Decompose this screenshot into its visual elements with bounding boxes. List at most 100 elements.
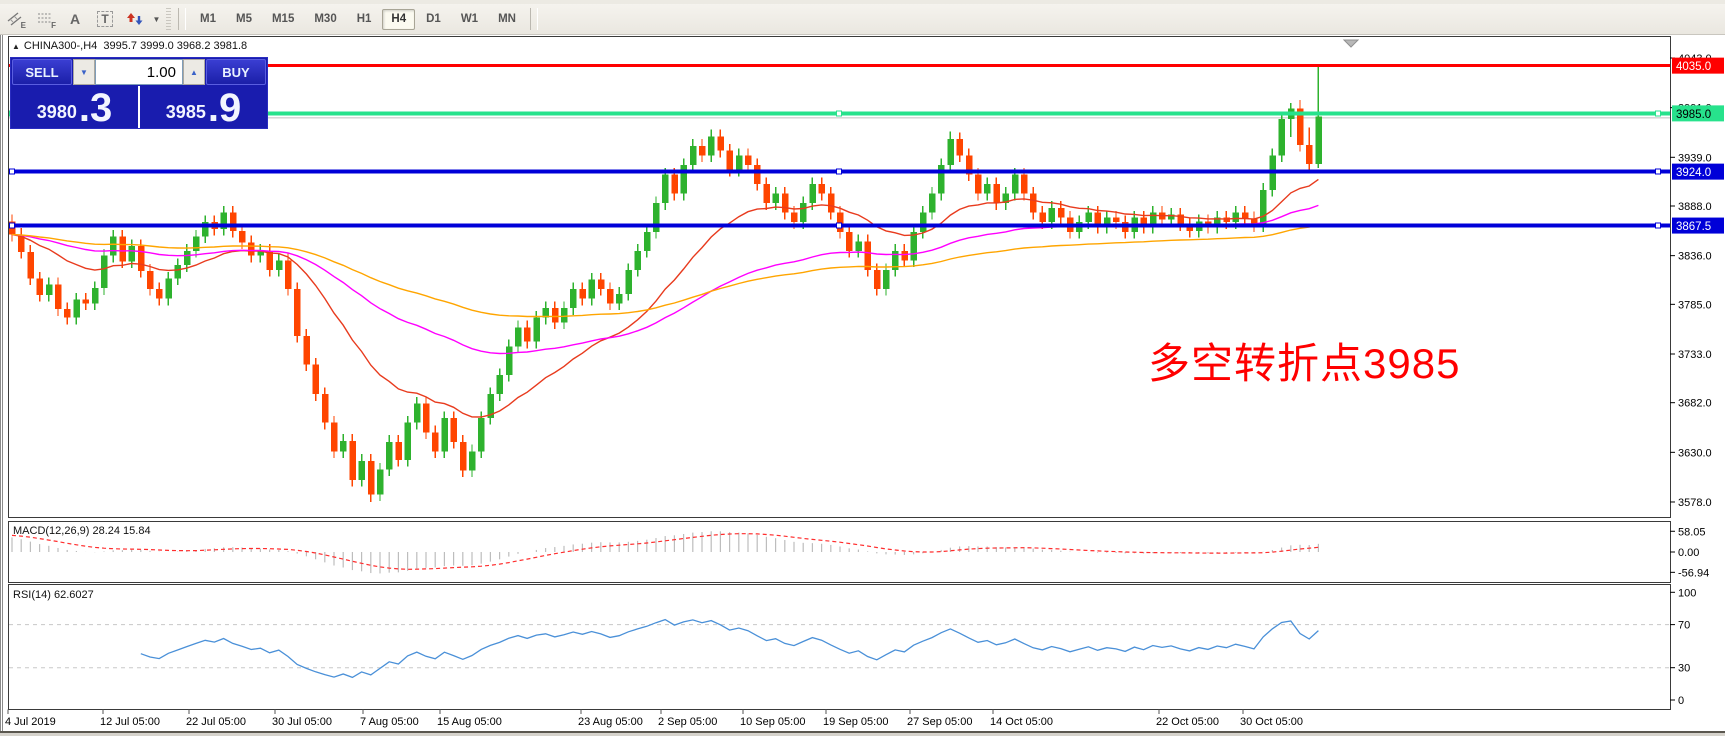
arrows-icon[interactable] [121,6,149,32]
buy-price[interactable]: 3985 .9 [140,86,267,128]
candle-body [1260,189,1267,226]
candle-body [82,299,90,304]
toolbar-separator [529,8,538,30]
candle-body [919,212,927,232]
level-line-handle [836,110,842,117]
candle-body [864,241,872,270]
rsi-tick-label: 70 [1678,620,1690,632]
timeframe-button-mn[interactable]: MN [498,12,516,25]
macd-tick-label: -56.94 [1678,567,1709,579]
candle-body [367,460,375,495]
candle-body [147,270,154,290]
candle-body [993,184,1000,204]
buy-price-frac: .9 [207,86,242,130]
candle-body [18,234,25,252]
sell-button[interactable]: SELL [12,59,72,85]
volume-decrement-button[interactable]: ▼ [73,59,95,85]
candle-body [827,193,835,213]
one-click-top-row: SELL ▼ ▲ BUY [11,58,267,86]
timeframe-button-d1[interactable]: D1 [426,12,441,25]
icon-badge: E [20,21,26,30]
timeframe-button-h1[interactable]: H1 [356,12,372,25]
candle-body [193,236,200,251]
candle-body [956,139,964,156]
candle-body [73,299,80,318]
candle-body [901,250,908,261]
ma-line-20 [11,178,1319,418]
buy-button[interactable]: BUY [206,59,266,85]
time-tick-label: 23 Aug 05:00 [578,716,643,728]
time-tick-label: 7 Aug 05:00 [360,716,419,728]
candle-body [478,417,485,452]
candle-body [27,251,34,279]
candle-body [929,193,936,213]
arrows-glyph [127,13,143,25]
text-label-glyph: T [97,11,113,27]
candle-body [791,212,798,223]
text-icon[interactable]: A [61,6,89,32]
candle-body [524,327,531,342]
candle-body [1223,217,1230,223]
volume-increment-button[interactable]: ▲ [183,59,205,85]
candle-body [588,279,596,299]
main-toolbar: E F A T ▼ M1 M5 M15 M30 H1 H4 D1 W1 MN [0,4,1725,35]
time-tick-label: 30 Oct 05:00 [1240,716,1303,728]
candle-body [1177,214,1184,225]
timeframe-button-m15[interactable]: M15 [271,12,295,25]
candle-body [496,374,504,395]
candle-body [377,469,384,495]
chart-canvas[interactable]: 4043.03991.03939.03888.03836.03785.03733… [0,35,1725,731]
candle-body [349,440,356,481]
candle-body [892,250,899,270]
candle-body [717,136,724,151]
time-tick-label: 19 Sep 05:00 [823,716,888,728]
timeframe-button-h4[interactable]: H4 [382,8,416,30]
fibonacci-icon[interactable]: F [31,6,59,32]
candle-body [1021,174,1028,194]
candle-body [1113,217,1120,223]
timeframe-button-w1[interactable]: W1 [460,12,479,25]
sell-price[interactable]: 3980 .3 [11,86,140,128]
timeframe-button-m1[interactable]: M1 [200,12,216,25]
price-tick-label: 3785.0 [1678,299,1712,311]
candle-body [248,242,255,256]
level-line-handle [1655,110,1661,117]
text-glyph: A [69,11,81,27]
candle-body [975,174,982,194]
text-label-icon[interactable]: T [91,6,119,32]
candle-body [1306,144,1313,164]
timeframe-button-m5[interactable]: M5 [235,12,252,25]
timeframe-buttons: M1 M5 M15 M30 H1 H4 D1 W1 MN [190,8,526,30]
equidistant-channel-icon[interactable]: E [1,6,29,32]
candle-body [45,284,53,295]
chart-shift-marker [1342,39,1360,48]
toolbar-drag-handle[interactable] [166,8,171,30]
candle-body [883,269,890,290]
timeframe-button-m30[interactable]: M30 [314,12,337,25]
candle-body [671,174,678,194]
candle-body [1039,212,1046,223]
candle-body [597,279,605,290]
arrows-dropdown-caret[interactable]: ▼ [152,14,161,24]
level-price-badge-label: 3924.0 [1676,167,1711,179]
candle-body [340,440,347,452]
candle-body [55,284,62,310]
level-price-badge [1672,163,1724,180]
time-tick-label: 22 Jul 05:00 [186,716,246,728]
candle-body [321,394,329,423]
rsi-line [140,618,1319,679]
icon-badge: F [51,21,56,30]
time-tick-label: 30 Jul 05:00 [272,716,332,728]
volume-input[interactable] [95,59,183,85]
time-tick-label: 15 Aug 05:00 [437,716,502,728]
level-line-handle [9,222,15,229]
price-tick-label: 3939.0 [1678,152,1712,164]
time-tick-label: 27 Sep 05:00 [907,716,972,728]
price-tick-label: 3630.0 [1678,447,1712,459]
candle-body [680,164,688,194]
candle-body [662,174,669,204]
candle-body [137,246,145,271]
candle-body [781,193,789,213]
candle-body [441,417,448,452]
candle-body [533,317,540,342]
